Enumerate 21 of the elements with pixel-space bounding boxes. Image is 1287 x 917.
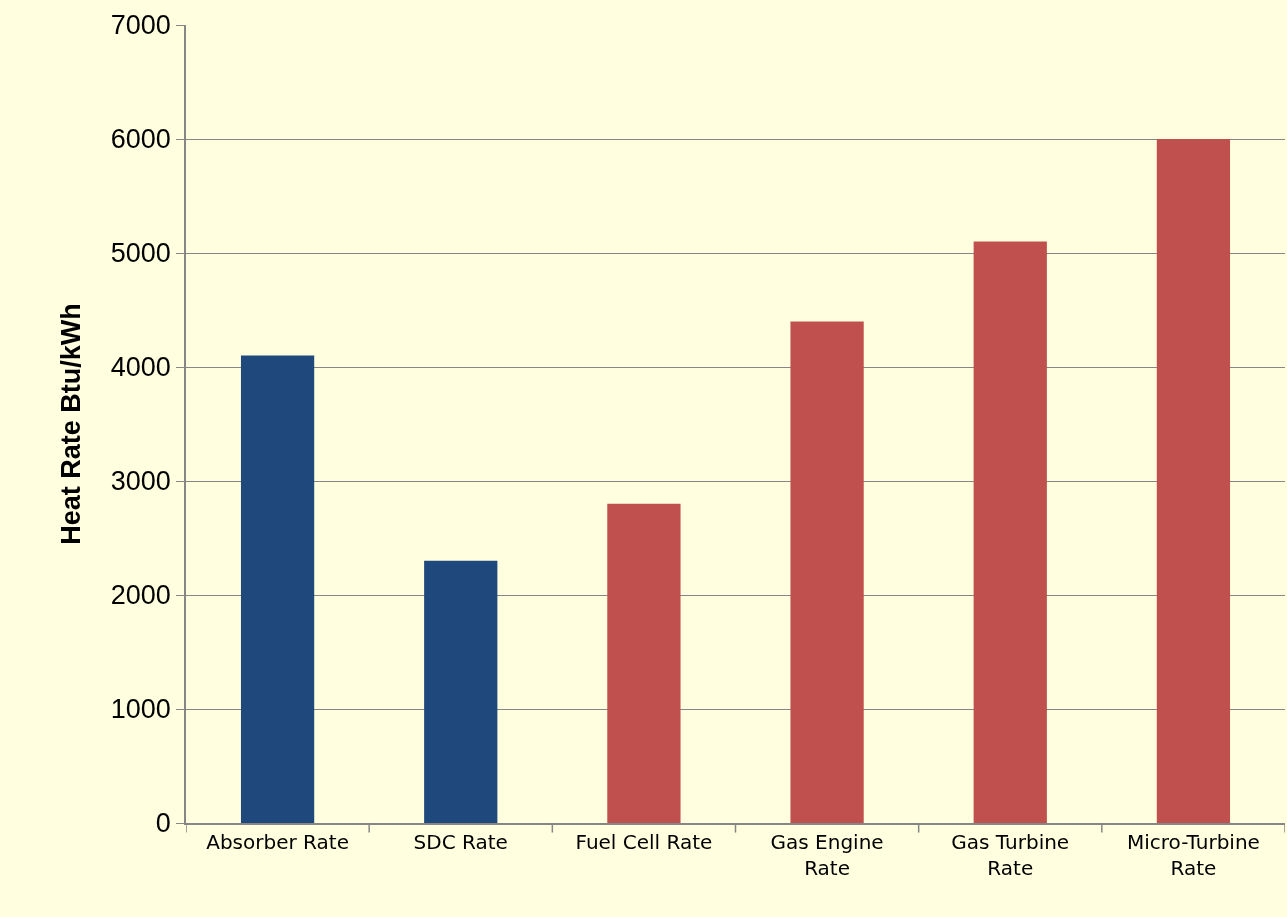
y-tick-label: 2000: [110, 580, 171, 611]
x-tick-label: Fuel Cell Rate: [575, 829, 713, 854]
bar: [607, 503, 681, 823]
y-tick-label: 7000: [110, 10, 171, 41]
x-tick-label: Gas Engine Rate: [770, 829, 884, 880]
bar: [240, 355, 315, 823]
y-tick-label: 5000: [110, 238, 171, 269]
y-tick-label: 6000: [110, 124, 171, 155]
y-tick-label: 4000: [110, 352, 171, 383]
x-tick-label: Micro-Turbine Rate: [1126, 829, 1260, 880]
bar: [973, 241, 1047, 823]
y-tick-label: 0: [155, 808, 171, 839]
bar: [424, 560, 498, 823]
y-axis-title: Heat Rate Btu/kWh: [56, 303, 87, 545]
x-tick-label: Absorber Rate: [206, 829, 349, 854]
bar: [790, 321, 864, 823]
y-tick-label: 1000: [110, 694, 171, 725]
x-tick-label: Gas Turbine Rate: [951, 829, 1070, 880]
y-tick-label: 3000: [110, 466, 171, 497]
x-tick-label: SDC Rate: [413, 829, 508, 854]
bar: [1156, 139, 1231, 823]
